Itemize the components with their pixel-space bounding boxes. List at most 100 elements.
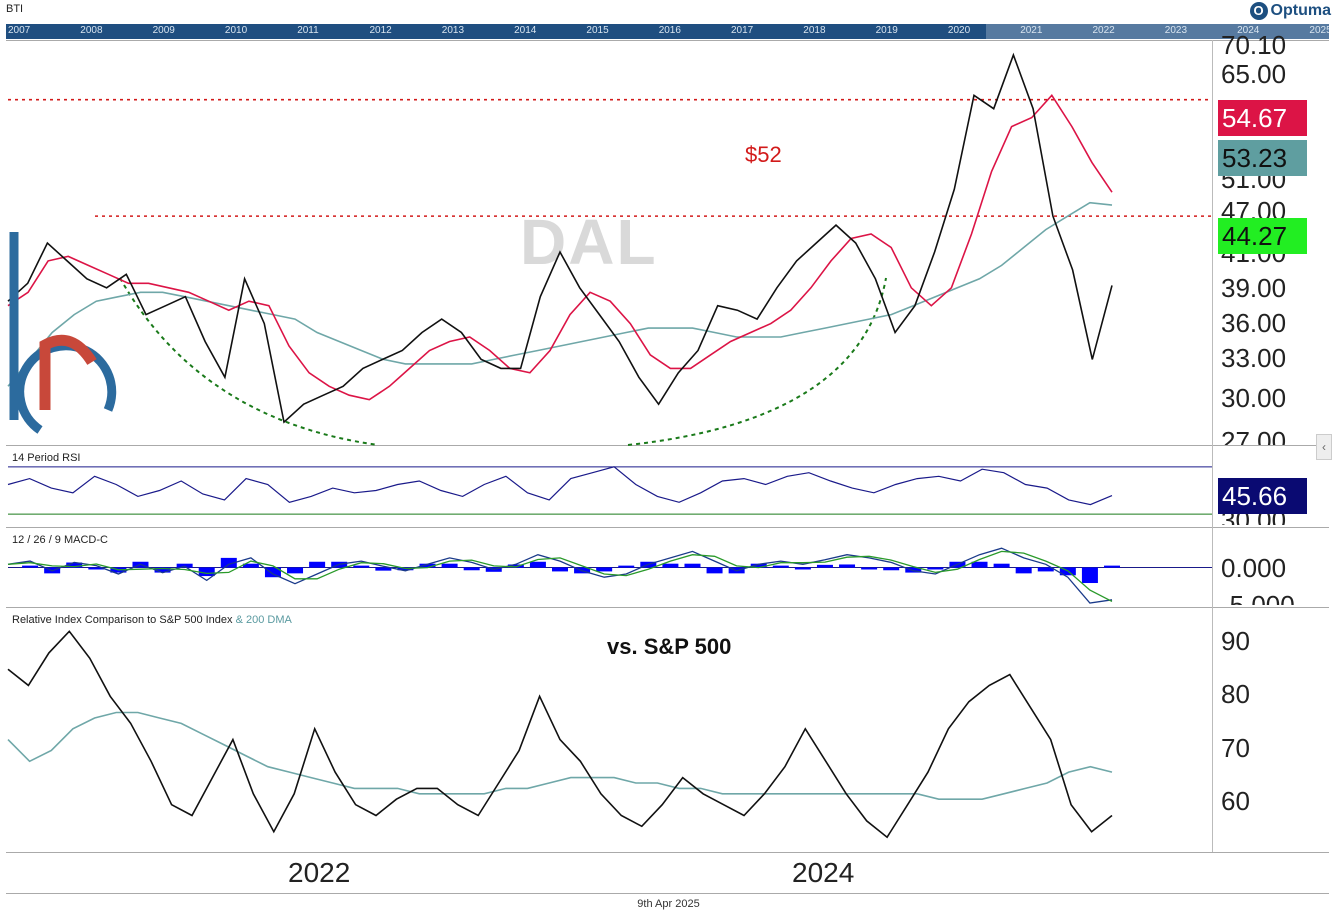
navigator-year-label: 2014 [514,25,537,36]
price-axis-tick: 36.00 [1221,308,1287,338]
price-panel[interactable] [6,40,1329,446]
macd-histogram-bar [353,565,370,568]
price-axis-tick: 30.00 [1221,383,1287,413]
macd-histogram-bar [309,561,326,568]
macd-axis-tick: 0.000 [1221,553,1287,583]
relative-axis-tick: 70 [1221,733,1250,763]
macd-histogram-bar [662,563,679,568]
macd-axis-tick: -5.000 [1221,592,1295,605]
macd-histogram-bar [463,567,480,571]
brand-logo: O Optuma [1249,2,1331,20]
rsi-panel[interactable]: 14 Period RSI [6,445,1329,526]
navigator-year-label: 2025 [1309,25,1329,36]
resistance-label-52: $52 [745,142,782,167]
last-price-box: 44.27 [1218,218,1307,254]
panel-collapse-arrow-icon[interactable]: ‹ [1316,434,1332,460]
navigator-year-label: 2017 [731,25,754,36]
relative-line [7,630,1113,839]
navigator-year-label: 2008 [80,25,103,36]
macd-histogram-bar [971,561,988,568]
ma-short-line [7,93,1113,401]
price-axis-tick: 70.10 [1221,30,1287,60]
navigator-year-label: 2015 [586,25,609,36]
macd-histogram-bar [1104,565,1120,568]
navigator-year-label: 2016 [658,25,681,36]
relative-label-dma: & 200 DMA [235,614,292,626]
navigator-year-label: 2021 [1020,25,1043,36]
overview-navigator[interactable]: 2007 2008 2009 2010 2011 2012 2013 2014 2015 2016… [6,24,1329,39]
relative-label: Relative Index Comparison to S&P 500 Ind… [12,614,292,626]
brand-name: Optuma [1270,2,1331,19]
relative-panel[interactable]: Relative Index Comparison to S&P 500 Ind… [6,607,1329,853]
navigator-year-label: 2024 [1237,25,1260,36]
optuma-logo-icon: O [1249,2,1268,20]
rsi-line [7,466,1113,506]
macd-histogram-bar [529,561,546,568]
price-line [7,52,1113,424]
navigator-year-label: 2012 [369,25,392,36]
ma-long-value-box: 53.23 [1218,140,1307,176]
navigator-year-label: 2023 [1164,25,1188,36]
time-axis[interactable]: 2022 2024 [6,852,1329,894]
price-axis-tick: 39.00 [1221,273,1287,303]
navigator-year-label: 2011 [297,25,319,36]
macd-histogram-bar [927,567,944,570]
relative-label-main: Relative Index Comparison to S&P 500 Ind… [12,614,233,626]
watermark-logo-icon [9,232,117,434]
price-axis-tick: 27.00 [1221,428,1287,445]
macd-histogram-bar [750,563,767,568]
macd-histogram-bar [66,562,83,568]
relative-axis-tick: 80 [1221,679,1250,709]
macd-histogram-bar [1015,567,1032,574]
macd-histogram-bar [684,563,701,568]
macd-histogram-bar [905,567,922,573]
macd-histogram-bar [993,563,1010,568]
macd-histogram-bar [861,567,878,570]
axis-divider [1212,40,1213,852]
macd-histogram-bar [1081,567,1098,584]
time-axis-label: 2024 [792,857,855,888]
rsi-label: 14 Period RSI [12,452,81,464]
relative-axis-tick: 90 [1221,626,1250,656]
navigator-selection[interactable] [986,24,1329,39]
macd-histogram-bar [507,564,524,568]
navigator-year-label: 2007 [8,25,31,36]
macd-histogram-bar [816,564,833,568]
macd-signal-line [7,550,1113,602]
macd-histogram-bar [220,557,237,568]
macd-histogram-bar [154,567,171,573]
relative-panel-title: vs. S&P 500 [607,634,732,659]
macd-histogram-bar [772,565,789,568]
macd-histogram-bar [88,567,105,570]
macd-histogram-bar [706,567,723,574]
symbol-label: BTI [6,3,24,15]
relative-dma-line [7,711,1113,801]
macd-histogram-bar [441,563,458,568]
macd-line [7,547,1113,604]
navigator-year-label: 2019 [875,25,898,36]
ma-short-value-box: 54.67 [1218,100,1307,136]
time-axis-label: 2022 [288,857,351,888]
price-axis-tick: 33.00 [1221,343,1287,373]
navigator-year-label: 2022 [1092,25,1115,36]
macd-histogram-bar [794,567,811,570]
macd-histogram-bar [198,567,215,577]
macd-histogram-bar [264,567,281,578]
chart-date: 9th Apr 2025 [637,898,700,910]
watermark-logo-accent-icon [39,334,97,410]
navigator-year-label: 2010 [224,25,248,36]
macd-histogram-bar [419,563,436,568]
macd-histogram-bar [242,563,259,568]
macd-histogram-bar [618,565,635,568]
cup-support-arc [119,277,887,446]
symbol-watermark: DAL [520,206,658,278]
price-axis-tick: 65.00 [1221,59,1287,89]
relative-axis-tick: 60 [1221,786,1250,816]
macd-histogram-bar [596,567,613,572]
navigator-year-label: 2020 [947,25,971,36]
macd-histogram-bar [1037,567,1054,572]
macd-histogram-bar [287,567,304,574]
navigator-year-label: 2013 [441,25,465,36]
macd-histogram-bar [375,567,392,571]
macd-label: 12 / 26 / 9 MACD-C [12,534,108,546]
